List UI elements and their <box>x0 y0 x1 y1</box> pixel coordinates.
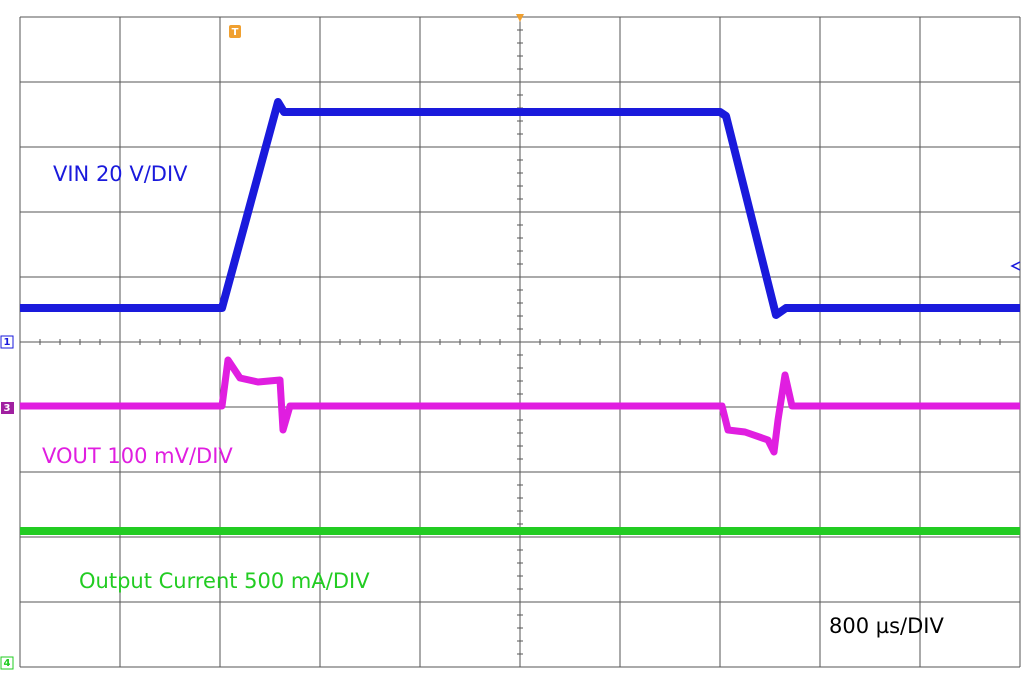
ch3-label: 3 <box>4 403 11 414</box>
vin-trace <box>20 98 1020 319</box>
ch3-marker <box>1 402 14 414</box>
ch1-marker <box>0 335 14 349</box>
ch4-marker <box>0 656 14 670</box>
vin-label: VIN 20 V/DIV <box>53 162 188 186</box>
vout-label: VOUT 100 mV/DIV <box>42 444 233 468</box>
timebase-label: 800 µs/DIV <box>829 614 944 638</box>
ch1-label: 1 <box>4 337 11 348</box>
vout-trace <box>20 356 1020 456</box>
ch4-label: 4 <box>4 658 11 669</box>
trigger-label: T <box>232 27 239 38</box>
current-label: Output Current 500 mA/DIV <box>79 569 370 593</box>
trigger-marker <box>229 25 241 38</box>
trigger-level <box>1010 261 1021 271</box>
trigger-position <box>516 14 524 22</box>
